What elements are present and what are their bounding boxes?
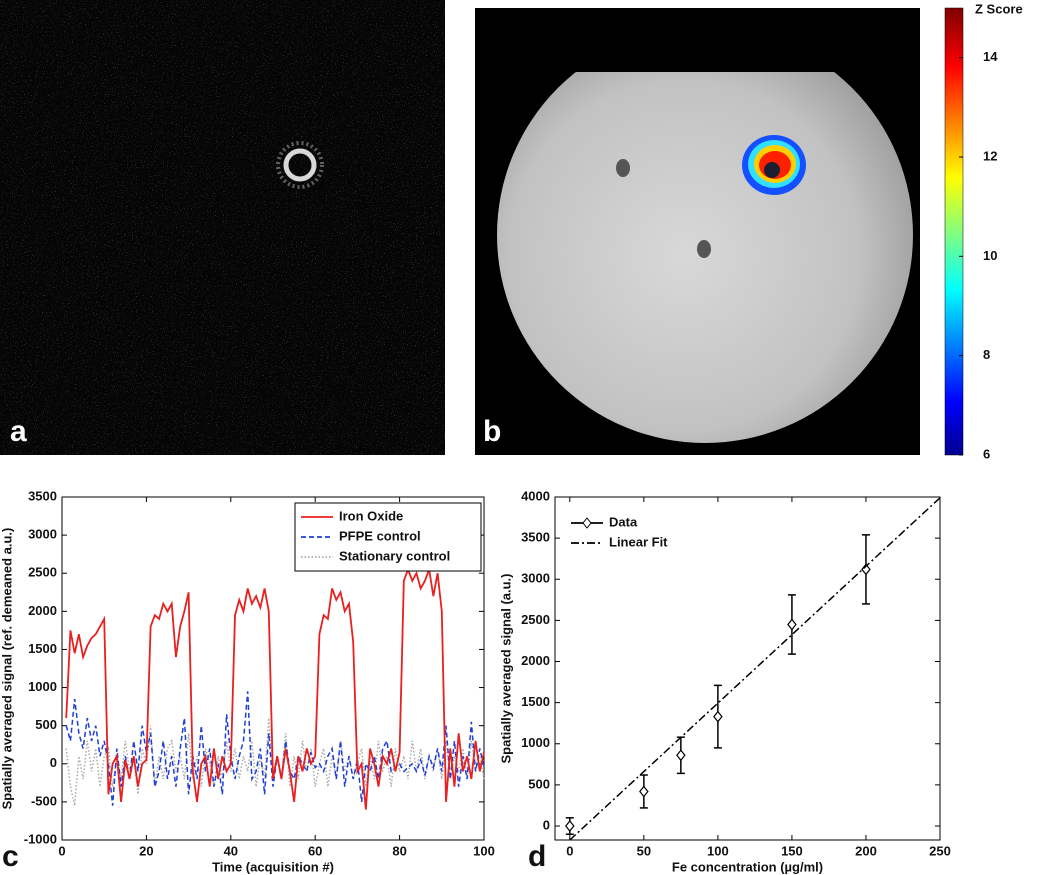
plot-lines	[565, 497, 941, 841]
legend-label: Stationary control	[339, 548, 450, 563]
panel-label: b	[483, 415, 501, 448]
y-tick-label: 1000	[28, 679, 57, 694]
y-tick-label: -500	[31, 793, 57, 808]
y-tick-label: 2000	[521, 653, 550, 668]
legend-label: Data	[609, 514, 638, 529]
panel-label: a	[10, 415, 27, 448]
colorbar-tick-label: 8	[983, 347, 990, 362]
x-tick-label: 100	[473, 843, 495, 858]
y-tick-label: 1500	[521, 694, 550, 709]
series-line	[569, 497, 941, 841]
x-tick-label: 20	[139, 843, 153, 858]
data-point	[713, 710, 723, 723]
x-tick-label: 200	[855, 843, 877, 858]
y-tick-label: 3500	[28, 488, 57, 503]
image-b	[475, 8, 920, 455]
x-tick-label: 80	[392, 843, 406, 858]
legend-label: PFPE control	[339, 528, 421, 543]
legend-marker	[582, 517, 592, 529]
y-tick-label: 2500	[521, 612, 550, 627]
y-tick-label: 3000	[28, 527, 57, 542]
series-line	[65, 565, 485, 810]
legend-label: Iron Oxide	[339, 508, 403, 523]
colorbar-title: Z Score	[975, 1, 1023, 16]
x-tick-label: 250	[929, 843, 951, 858]
x-axis-label: Time (acquisition #)	[212, 859, 334, 874]
data-point	[639, 785, 649, 798]
y-tick-label: 3500	[521, 530, 550, 545]
data-point	[676, 749, 686, 762]
x-tick-label: 60	[308, 843, 322, 858]
x-tick-label: 100	[707, 843, 729, 858]
colorbar	[944, 7, 964, 456]
x-tick-label: 0	[58, 843, 65, 858]
panel-label: d	[528, 840, 546, 873]
y-axis-label: Spatially averaged signal (a.u.)	[498, 573, 513, 763]
legend-label: Linear Fit	[609, 534, 668, 549]
legend-box	[565, 509, 701, 557]
y-tick-label: 1000	[521, 735, 550, 750]
y-tick-label: 1500	[28, 641, 57, 656]
y-tick-label: 500	[528, 776, 550, 791]
y-tick-label: 3000	[521, 571, 550, 586]
colorbar-tick-label: 14	[983, 49, 998, 64]
x-axis-label: Fe concentration (µg/ml)	[672, 859, 823, 874]
y-tick-label: 0	[543, 817, 550, 832]
y-axis-label: Spatially averaged signal (ref. demeaned…	[0, 528, 14, 810]
data-point	[565, 820, 575, 832]
colorbar-tick-label: 10	[983, 248, 997, 263]
image-a	[0, 0, 445, 455]
y-tick-label: 4000	[521, 488, 550, 503]
x-tick-label: 40	[224, 843, 238, 858]
y-tick-label: 0	[50, 755, 57, 770]
data-point	[787, 618, 797, 631]
panel-label: c	[2, 840, 19, 873]
x-tick-label: 50	[637, 843, 651, 858]
colorbar-tick-label: 6	[983, 446, 990, 461]
y-tick-label: 2000	[28, 603, 57, 618]
plot-lines	[65, 565, 485, 810]
x-tick-label: 150	[781, 843, 803, 858]
x-tick-label: 0	[566, 843, 573, 858]
colorbar-tick-label: 12	[983, 148, 997, 163]
y-tick-label: 2500	[28, 565, 57, 580]
y-tick-label: 500	[35, 717, 57, 732]
y-tick-label: -1000	[24, 831, 57, 846]
